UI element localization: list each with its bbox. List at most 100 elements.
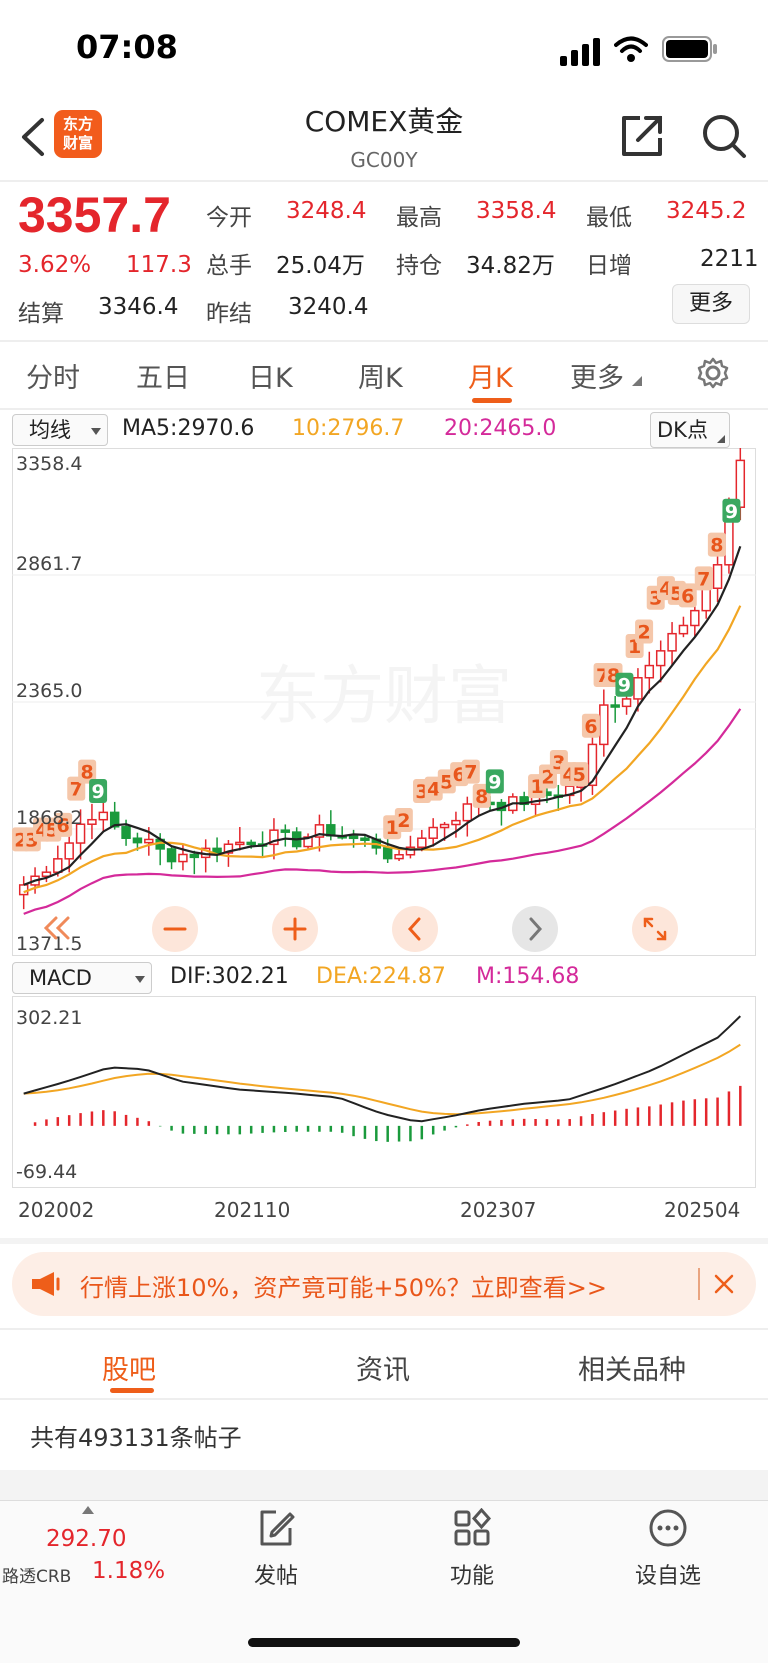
- zoom-in-button[interactable]: [272, 906, 318, 952]
- candle-body: [644, 664, 655, 679]
- y-axis-label-4: 1868.2: [16, 807, 82, 829]
- dif-line: [23, 1015, 741, 1123]
- divider: [0, 340, 768, 342]
- last-price: 3357.7: [18, 187, 171, 243]
- candle-body: [98, 811, 109, 821]
- sub-indicator-select[interactable]: MACD: [12, 962, 152, 994]
- candle-body: [87, 818, 97, 825]
- back-arrow-icon[interactable]: [18, 114, 48, 160]
- settings-gear-icon[interactable]: [696, 356, 730, 390]
- section-tab-indicator: [110, 1388, 154, 1393]
- chevron-right-icon: [529, 917, 543, 941]
- x-axis-label-2: 202110: [214, 1198, 291, 1222]
- function-button[interactable]: 功能: [449, 1564, 494, 1589]
- candle-body: [223, 843, 234, 854]
- add-watchlist-button[interactable]: 设自选: [634, 1564, 701, 1589]
- svg-text:8: 8: [710, 535, 723, 557]
- td-count-marker: 7: [461, 759, 480, 784]
- dif-value: DIF:302.21: [170, 964, 289, 989]
- tab-more[interactable]: 更多: [570, 363, 624, 394]
- td-count-marker: 9: [89, 778, 108, 803]
- page-title: COMEX黄金: [304, 105, 464, 138]
- td-count-marker: 9: [722, 498, 741, 523]
- chevron-left-icon: [407, 917, 421, 941]
- td-count-marker: 6: [54, 812, 73, 837]
- post-button[interactable]: 发帖: [253, 1564, 298, 1589]
- y-axis-label-min: 1371.5: [16, 933, 82, 955]
- fullscreen-button[interactable]: [632, 906, 678, 952]
- indicator-select-label: 均线: [29, 418, 71, 442]
- bottom-toolbar: [0, 1500, 768, 1663]
- svg-text:7: 7: [464, 762, 477, 784]
- cellular-signal-icon: [560, 38, 600, 66]
- volume-value: 25.04万: [276, 253, 365, 279]
- logo-text-line2: 财富: [62, 134, 93, 152]
- more-quote-button[interactable]: 更多: [672, 284, 750, 324]
- tab-daily-k[interactable]: 日K: [248, 363, 293, 394]
- tab-intraday[interactable]: 分时: [26, 363, 80, 394]
- change-percent: 3.62%: [18, 252, 92, 278]
- m-value: M:154.68: [476, 964, 580, 989]
- close-icon[interactable]: [714, 1274, 734, 1294]
- svg-text:8: 8: [475, 786, 488, 808]
- promo-banner[interactable]: [12, 1252, 756, 1316]
- candle-body: [41, 871, 52, 877]
- tab-guba[interactable]: 股吧: [102, 1355, 156, 1386]
- promo-banner-text[interactable]: 行情上涨10%，资产竟可能+50%？立即查看>>: [80, 1274, 608, 1302]
- high-value: 3358.4: [476, 198, 557, 224]
- candle-body: [678, 624, 689, 635]
- y-axis-label-3: 2365.0: [16, 680, 82, 702]
- macd-chart[interactable]: 302.21 -69.44: [12, 996, 756, 1188]
- dea-line: [23, 1043, 741, 1116]
- candle-body: [314, 824, 325, 838]
- candle-body: [166, 848, 177, 863]
- ma20-line: [23, 708, 742, 915]
- td-count-marker: 9: [485, 769, 504, 794]
- app-logo: 东方 财富: [54, 110, 102, 158]
- ma10-line: [23, 605, 742, 894]
- tab-monthly-k[interactable]: 月K: [468, 363, 513, 394]
- crb-percent[interactable]: 1.18%: [92, 1558, 166, 1584]
- svg-text:8: 8: [81, 762, 94, 784]
- more-options-icon[interactable]: [648, 1508, 688, 1548]
- scroll-to-start-icon[interactable]: [42, 908, 72, 948]
- active-tab-indicator: [472, 398, 512, 403]
- candle-body: [109, 811, 120, 828]
- candle-body: [417, 837, 427, 848]
- banner-divider: [698, 1268, 700, 1300]
- td-count-marker: 2: [394, 807, 413, 832]
- function-grid-icon[interactable]: [452, 1508, 492, 1548]
- svg-text:9: 9: [618, 675, 631, 697]
- daily-increase-value: 2211: [700, 246, 759, 272]
- share-icon[interactable]: [618, 112, 666, 160]
- scroll-left-button[interactable]: [392, 906, 438, 952]
- candle-body: [75, 823, 86, 844]
- divider: [0, 1238, 768, 1244]
- zoom-out-button[interactable]: [152, 906, 198, 952]
- td-count-marker: 8: [78, 759, 97, 784]
- tab-news[interactable]: 资讯: [356, 1355, 410, 1386]
- indicator-select[interactable]: 均线: [12, 414, 108, 446]
- dk-point-button[interactable]: DK点: [650, 412, 730, 448]
- macd-axis-min: -69.44: [16, 1161, 77, 1183]
- crb-value[interactable]: 292.70: [46, 1526, 127, 1552]
- crb-label[interactable]: 路透CRB: [2, 1567, 72, 1587]
- tab-weekly-k[interactable]: 周K: [358, 363, 403, 394]
- candle-body: [132, 837, 143, 844]
- scroll-right-button[interactable]: [512, 906, 558, 952]
- candle-body: [53, 858, 63, 873]
- search-icon[interactable]: [700, 112, 748, 160]
- high-label: 最高: [396, 205, 442, 231]
- svg-text:9: 9: [725, 501, 738, 523]
- candle-body: [621, 698, 632, 708]
- open-interest-label: 持仓: [396, 253, 442, 279]
- settle-value: 3346.4: [98, 294, 179, 320]
- post-count: 共有493131条帖子: [30, 1424, 242, 1452]
- tab-five-day[interactable]: 五日: [136, 363, 190, 394]
- tab-related[interactable]: 相关品种: [578, 1355, 686, 1386]
- ma5-value: MA5:2970.6: [122, 416, 255, 441]
- compose-post-icon[interactable]: [256, 1508, 296, 1548]
- svg-text:2: 2: [637, 622, 650, 644]
